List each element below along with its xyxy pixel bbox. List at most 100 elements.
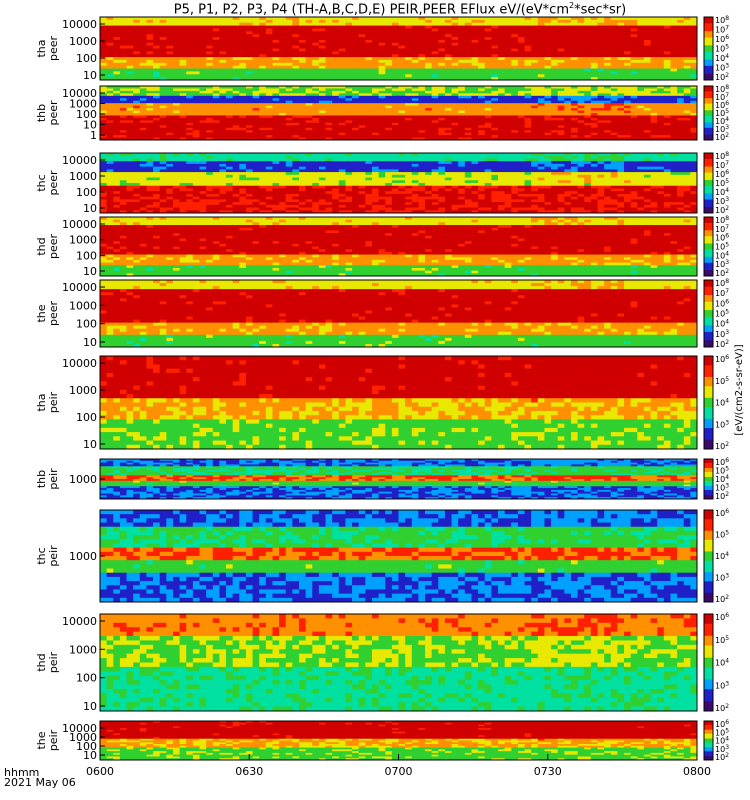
heatmap-cell: [617, 120, 625, 124]
heatmap-cell: [551, 105, 559, 109]
heatmap-cell: [471, 113, 479, 116]
heatmap-cell: [378, 163, 386, 168]
heatmap-cell: [126, 88, 134, 92]
heatmap-cell: [643, 100, 651, 104]
heatmap-cell: [511, 122, 519, 126]
heatmap-cell: [677, 59, 685, 64]
heatmap-cell: [159, 169, 167, 173]
heatmap-cell: [312, 37, 320, 41]
heatmap-cell: [471, 71, 479, 75]
heatmap-cell: [551, 100, 559, 104]
heatmap-cell: [590, 42, 598, 47]
heatmap-cell: [126, 71, 134, 75]
heatmap-cell: [451, 17, 459, 21]
heatmap-cell: [544, 86, 552, 89]
heatmap-cell: [318, 25, 326, 29]
heatmap-cell: [232, 68, 240, 72]
heatmap-cell: [617, 71, 625, 75]
heatmap-cell: [491, 74, 499, 78]
heatmap-cell: [637, 22, 645, 26]
heatmap-cell: [657, 71, 665, 75]
heatmap-cell: [219, 161, 227, 165]
heatmap-cell: [564, 57, 572, 61]
heatmap-cell: [670, 37, 678, 41]
heatmap-cell: [285, 71, 293, 75]
heatmap-cell: [531, 137, 539, 141]
heatmap-cell: [153, 39, 161, 44]
heatmap-cell: [391, 34, 399, 38]
heatmap-cell: [192, 51, 200, 55]
heatmap-cell: [504, 132, 512, 136]
heatmap-cell: [624, 19, 632, 24]
heatmap-cell: [471, 100, 479, 104]
heatmap-cell: [153, 166, 161, 170]
heatmap-cell: [285, 163, 293, 168]
heatmap-cell: [418, 93, 426, 97]
heatmap-cell: [332, 19, 340, 24]
heatmap-cell: [670, 22, 678, 26]
heatmap-cell: [252, 48, 260, 52]
heatmap-cell: [385, 39, 393, 44]
heatmap-cell: [524, 93, 532, 97]
heatmap-cell: [113, 95, 121, 99]
heatmap-cell: [577, 39, 585, 44]
heatmap-cell: [325, 42, 333, 47]
heatmap-cell: [650, 153, 658, 157]
heatmap-cell: [133, 28, 141, 32]
heatmap-cell: [405, 174, 413, 178]
heatmap-cell: [365, 59, 373, 64]
heatmap-cell: [624, 90, 632, 94]
heatmap-cell: [398, 161, 406, 165]
heatmap-cell: [318, 125, 326, 129]
heatmap-cell: [126, 120, 134, 124]
heatmap-cell: [206, 155, 214, 159]
heatmap-cell: [199, 115, 207, 119]
heatmap-cell: [219, 65, 227, 69]
heatmap-cell: [292, 177, 300, 181]
heatmap-cell: [577, 161, 585, 165]
heatmap-cell: [219, 132, 227, 136]
heatmap-cell: [113, 19, 121, 24]
heatmap-cell: [378, 132, 386, 136]
heatmap-cell: [504, 153, 512, 157]
heatmap-cell: [425, 108, 433, 111]
heatmap-cell: [153, 100, 161, 104]
heatmap-cell: [405, 54, 413, 58]
heatmap-cell: [299, 95, 307, 99]
heatmap-cell: [206, 172, 214, 176]
heatmap-cell: [471, 42, 479, 47]
heatmap-cell: [119, 127, 127, 131]
heatmap-cell: [159, 108, 167, 111]
heatmap-cell: [670, 127, 678, 131]
heatmap-cell: [166, 113, 174, 116]
heatmap-cell: [219, 103, 227, 107]
heatmap-cell: [398, 19, 406, 24]
heatmap-cell: [252, 37, 260, 41]
heatmap-cell: [484, 93, 492, 97]
heatmap-cell: [199, 37, 207, 41]
heatmap-cell: [431, 117, 439, 121]
heatmap-cell: [212, 155, 220, 159]
heatmap-cell: [557, 68, 565, 72]
heatmap-cell: [106, 163, 114, 168]
heatmap-cell: [498, 125, 506, 129]
heatmap-cell: [438, 105, 446, 109]
heatmap-cell: [683, 158, 691, 162]
heatmap-cell: [610, 59, 618, 64]
heatmap-cell: [292, 103, 300, 107]
heatmap-cell: [265, 77, 273, 81]
heatmap-cell: [186, 37, 194, 41]
heatmap-cell: [378, 88, 386, 92]
heatmap-cell: [226, 31, 234, 35]
heatmap-cell: [119, 31, 127, 35]
heatmap-cell: [531, 34, 539, 38]
colorbar-step: [704, 115, 713, 118]
heatmap-cell: [683, 68, 691, 72]
heatmap-cell: [325, 113, 333, 116]
heatmap-cell: [292, 31, 300, 35]
heatmap-cell: [570, 25, 578, 29]
heatmap-cell: [683, 65, 691, 69]
heatmap-cell: [239, 86, 247, 89]
heatmap-cell: [259, 169, 267, 173]
heatmap-cell: [564, 155, 572, 159]
